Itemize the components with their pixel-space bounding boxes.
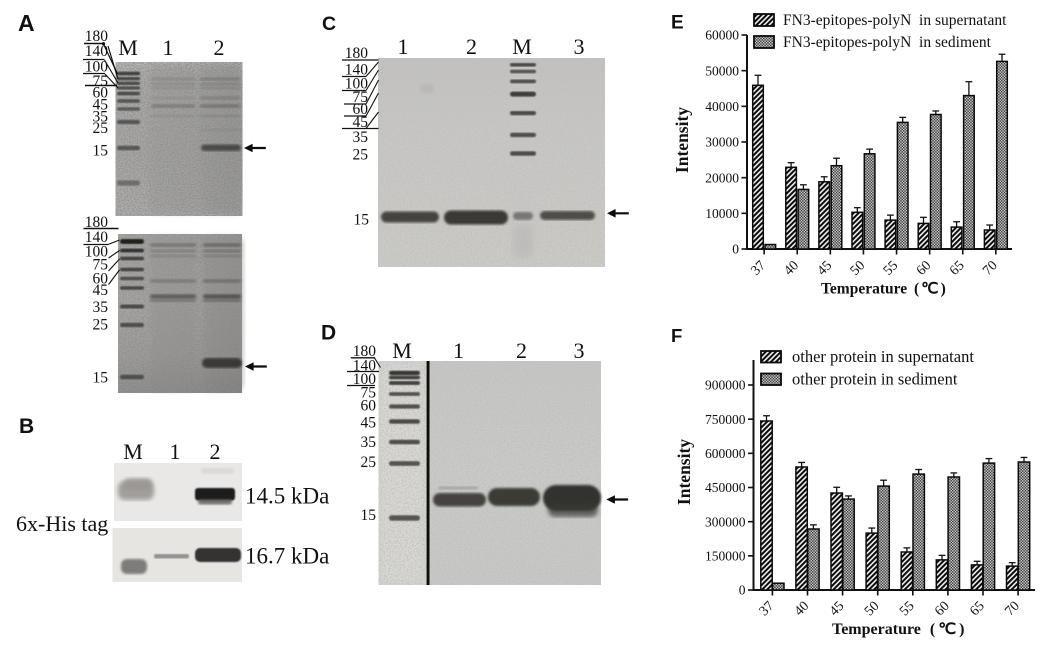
svg-text:3: 3: [574, 338, 585, 363]
svg-text:60: 60: [361, 398, 377, 415]
svg-text:180: 180: [345, 45, 369, 62]
svg-text:600000: 600000: [705, 446, 746, 461]
svg-text:140: 140: [345, 62, 369, 79]
svg-text:40000: 40000: [705, 99, 739, 114]
svg-text:140: 140: [85, 229, 109, 246]
svg-text:45: 45: [353, 114, 369, 131]
svg-text:16.7 kDa: 16.7 kDa: [245, 544, 329, 569]
svg-text:45: 45: [93, 282, 109, 299]
svg-text:450000: 450000: [705, 480, 746, 495]
svg-text:2: 2: [214, 35, 225, 60]
svg-text:FN3-epitopes-polyN in sedimen: FN3-epitopes-polyN in sediment: [783, 34, 992, 51]
svg-text:3: 3: [574, 34, 585, 59]
svg-text:140: 140: [353, 358, 377, 375]
svg-text:0: 0: [732, 242, 739, 257]
svg-text:0: 0: [739, 583, 746, 598]
svg-text:2: 2: [466, 34, 477, 59]
svg-text:other protein in supernatant: other protein in supernatant: [792, 347, 974, 366]
svg-text:75: 75: [353, 89, 369, 106]
svg-text:25: 25: [93, 120, 109, 137]
svg-text:35: 35: [93, 109, 109, 126]
svg-text:140: 140: [85, 43, 109, 60]
svg-text:M: M: [123, 439, 143, 464]
svg-text:10000: 10000: [705, 206, 739, 221]
svg-text:25: 25: [353, 147, 369, 164]
svg-text:2: 2: [516, 338, 527, 363]
svg-text:15: 15: [361, 507, 377, 524]
svg-text:Intensity: Intensity: [672, 107, 692, 173]
svg-text:14.5 kDa: 14.5 kDa: [245, 484, 329, 509]
svg-text:45: 45: [361, 415, 377, 432]
svg-text:A: A: [18, 10, 35, 36]
svg-text:F: F: [671, 325, 682, 346]
svg-text:B: B: [19, 415, 34, 438]
svg-text:other protein in sediment: other protein in sediment: [792, 370, 958, 389]
svg-text:1: 1: [453, 338, 464, 363]
svg-text:50000: 50000: [705, 63, 739, 78]
svg-text:25: 25: [361, 454, 377, 471]
svg-text:750000: 750000: [705, 412, 746, 427]
svg-text:M: M: [512, 34, 532, 59]
svg-text:180: 180: [353, 343, 377, 360]
svg-text:1: 1: [163, 35, 174, 60]
svg-text:2: 2: [210, 439, 221, 464]
svg-text:100: 100: [353, 371, 377, 388]
svg-text:M: M: [118, 35, 138, 60]
svg-text:900000: 900000: [705, 378, 746, 393]
svg-text:D: D: [321, 322, 336, 345]
svg-text:15: 15: [354, 212, 370, 229]
svg-text:Temperature (℃): Temperature (℃): [832, 621, 965, 638]
svg-text:75: 75: [93, 257, 109, 274]
svg-text:60: 60: [93, 271, 109, 288]
svg-text:35: 35: [353, 129, 369, 146]
svg-text:15: 15: [93, 370, 109, 387]
svg-text:75: 75: [361, 385, 377, 402]
svg-text:M: M: [392, 338, 412, 363]
svg-text:35: 35: [361, 434, 377, 451]
svg-text:150000: 150000: [705, 548, 746, 563]
svg-text:60000: 60000: [705, 28, 739, 43]
svg-text:6x-His tag: 6x-His tag: [16, 511, 108, 536]
svg-text:30000: 30000: [705, 135, 739, 150]
svg-text:Temperature (℃): Temperature (℃): [821, 281, 946, 298]
svg-text:20000: 20000: [705, 170, 739, 185]
svg-text:100: 100: [85, 244, 109, 261]
svg-text:15: 15: [93, 143, 109, 160]
svg-text:FN3-epitopes-polyN in superna: FN3-epitopes-polyN in supernatant: [783, 12, 1007, 29]
svg-text:Intensity: Intensity: [674, 439, 694, 505]
svg-text:35: 35: [93, 299, 109, 316]
svg-text:180: 180: [85, 214, 109, 231]
svg-text:E: E: [671, 13, 684, 34]
svg-text:1: 1: [170, 439, 181, 464]
svg-text:60: 60: [93, 85, 109, 102]
svg-text:60: 60: [353, 101, 369, 118]
svg-text:300000: 300000: [705, 514, 746, 529]
svg-text:C: C: [322, 13, 336, 35]
svg-text:100: 100: [85, 59, 109, 76]
svg-text:25: 25: [93, 317, 109, 334]
svg-text:100: 100: [345, 76, 369, 93]
svg-text:180: 180: [85, 28, 109, 45]
svg-text:45: 45: [93, 97, 109, 114]
svg-text:1: 1: [398, 34, 409, 59]
